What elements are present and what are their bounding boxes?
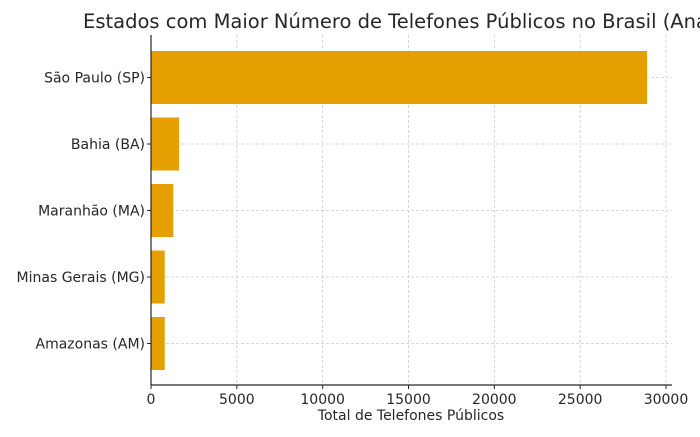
y-tick-label: Amazonas (AM) [36, 337, 145, 353]
x-tick-label: 25000 [558, 392, 603, 408]
y-tick-label: São Paulo (SP) [44, 71, 145, 87]
bars [151, 51, 648, 370]
y-tick-label: Minas Gerais (MG) [17, 270, 145, 286]
bar [151, 250, 165, 304]
bar [151, 117, 179, 171]
x-tick-label: 30000 [644, 392, 689, 408]
x-axis-label: Total de Telefones Públicos [317, 408, 504, 424]
y-tick-label: Bahia (BA) [71, 137, 145, 153]
x-tick-label: 20000 [472, 392, 517, 408]
axes: 0 5000 10000 15000 20000 25000 30000 São Paulo … [17, 35, 689, 408]
y-tick-label: Maranhão (MA) [38, 204, 145, 220]
x-tick-label: 10000 [300, 392, 345, 408]
bar [151, 184, 174, 237]
chart-title: Estados com Maior Número de Telefones Pú… [83, 10, 700, 33]
x-tick-label: 5000 [219, 392, 255, 408]
bar [151, 317, 165, 370]
bar [151, 51, 648, 104]
x-tick-label: 0 [147, 392, 156, 408]
x-tick-label: 15000 [386, 392, 431, 408]
